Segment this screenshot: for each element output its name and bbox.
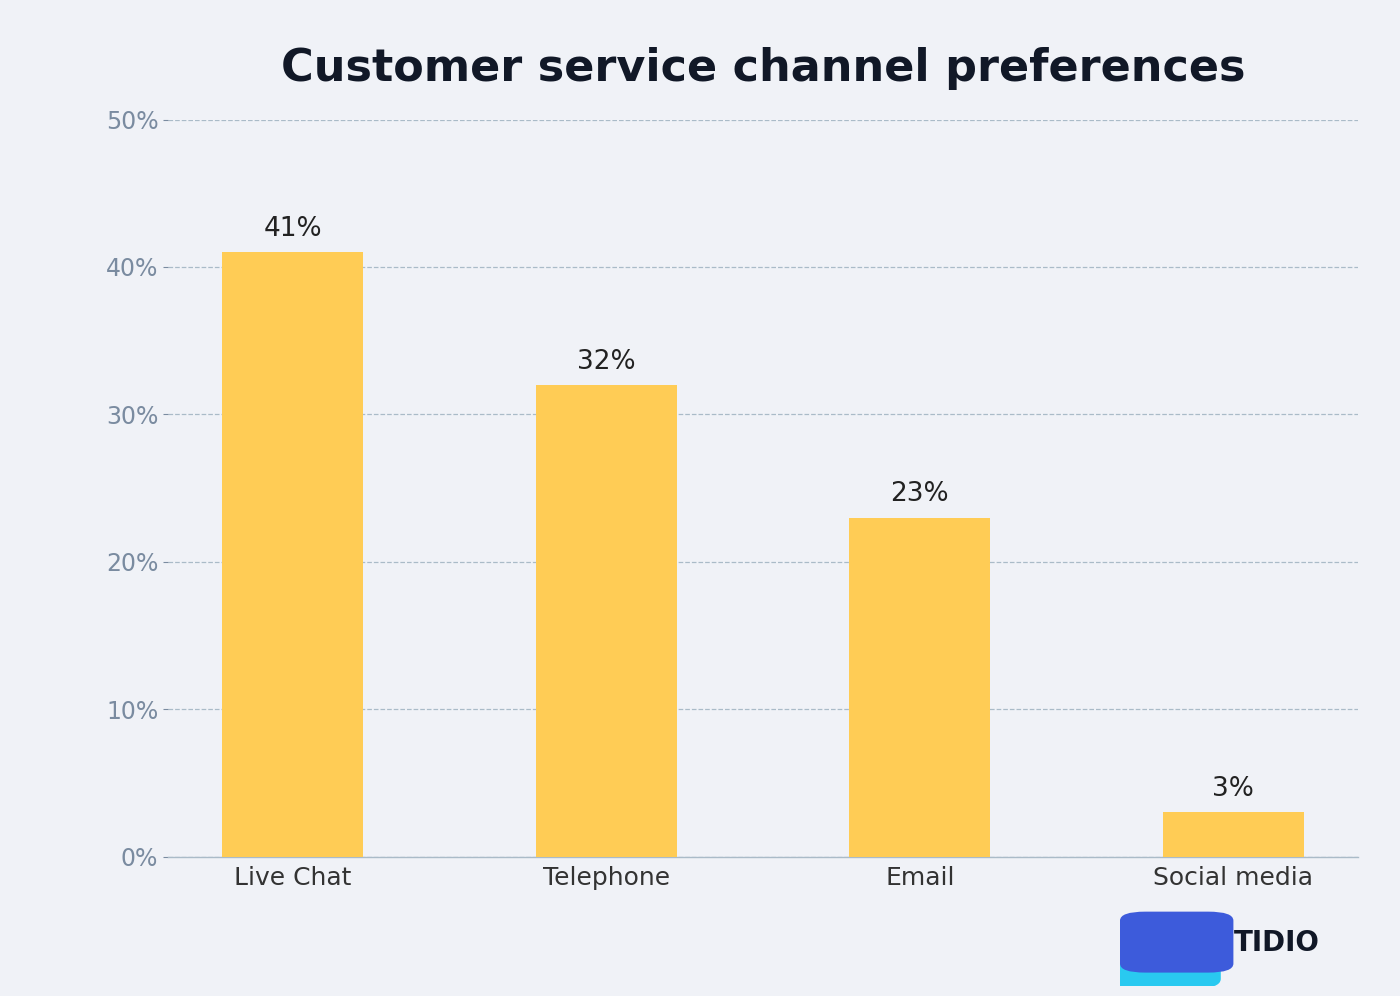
Text: 32%: 32% [577,349,636,374]
Bar [536,384,676,857]
Text: 3%: 3% [1212,776,1254,802]
Bar [1163,813,1303,857]
Text: 23%: 23% [890,481,949,507]
Bar [850,518,990,857]
Text: TIDIO: TIDIO [1233,929,1319,957]
Bar [223,252,363,857]
FancyBboxPatch shape [1095,919,1221,989]
Text: 41%: 41% [263,216,322,242]
FancyBboxPatch shape [1120,911,1233,972]
Title: Customer service channel preferences: Customer service channel preferences [281,47,1245,90]
